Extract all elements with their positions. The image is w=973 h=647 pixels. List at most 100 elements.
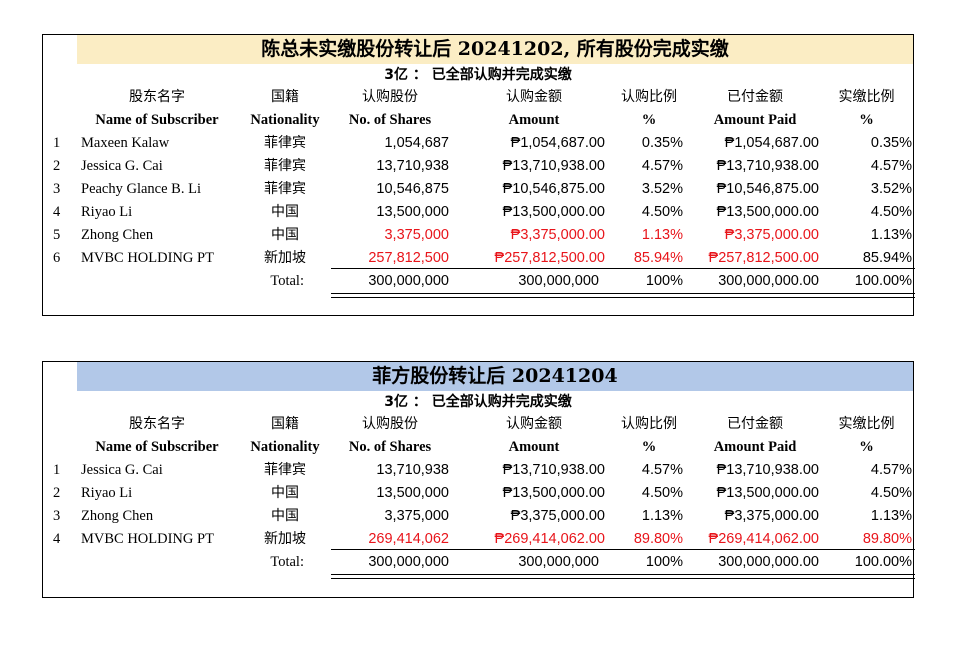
row-index: 2: [53, 158, 61, 174]
percent: 4.50%: [641, 485, 683, 501]
shareholding-table-1: 陈总未实缴股份转让后 20241202, 所有股份完成实缴 3亿 ： 已全部认购…: [42, 34, 915, 316]
table-title: 菲方股份转让后 20241204: [77, 362, 913, 391]
header-en-percent: %: [641, 112, 657, 128]
header-row-en: Name of Subscriber Nationality No. of Sh…: [43, 109, 913, 132]
header-row-cn: 股东名字 国籍 认购股份 认购金额 认购比例 已付金额 实缴比例: [43, 413, 913, 436]
header-en-amount: Amount: [508, 112, 560, 128]
shares: 13,500,000: [376, 204, 449, 220]
subscriber-name: Zhong Chen: [81, 508, 154, 524]
shares: 269,414,062: [368, 531, 449, 547]
row-index: 1: [53, 135, 61, 151]
header-en-nationality: Nationality: [250, 439, 320, 455]
total-double-underline: [331, 574, 915, 579]
header-en-percent: %: [641, 439, 657, 455]
total-amount: 300,000,000: [518, 554, 599, 570]
header-en-paid-percent: %: [859, 112, 874, 128]
subscriber-name: Riyao Li: [81, 485, 133, 501]
table-row: 4 Riyao Li 中国 13,500,000 ₱13,500,000.00 …: [43, 201, 913, 224]
subscriber-name: MVBC HOLDING PT: [81, 531, 214, 547]
amount: ₱269,414,062.00: [494, 531, 605, 547]
header-cn-shares: 认购股份: [362, 89, 418, 105]
total-shares: 300,000,000: [368, 554, 449, 570]
header-cn-percent: 认购比例: [621, 89, 677, 105]
total-row: Total: 300,000,000 300,000,000 100% 300,…: [43, 270, 913, 293]
percent: 4.57%: [641, 158, 683, 174]
header-row-en: Name of Subscriber Nationality No. of Sh…: [43, 436, 913, 459]
shares: 3,375,000: [384, 508, 449, 524]
table-row: 2 Riyao Li 中国 13,500,000 ₱13,500,000.00 …: [43, 482, 913, 505]
header-cn-paid-percent: 实缴比例: [838, 416, 895, 432]
nationality: 菲律宾: [264, 135, 306, 151]
amount-paid: ₱13,500,000.00: [716, 204, 819, 220]
paid-percent: 1.13%: [870, 227, 912, 243]
row-index: 6: [53, 250, 61, 266]
row-index: 4: [53, 204, 61, 220]
shares: 13,500,000: [376, 485, 449, 501]
row-index: 3: [53, 181, 61, 197]
table-row: 1 Maxeen Kalaw 菲律宾 1,054,687 ₱1,054,687.…: [43, 132, 913, 155]
amount: ₱3,375,000.00: [510, 227, 605, 243]
header-row-cn: 股东名字 国籍 认购股份 认购金额 认购比例 已付金额 实缴比例: [43, 86, 913, 109]
shares: 13,710,938: [376, 158, 449, 174]
total-paid-percent: 100.00%: [854, 554, 912, 570]
table-subtitle: 3亿 ： 已全部认购并完成实缴: [384, 394, 572, 410]
nationality: 菲律宾: [264, 181, 306, 197]
percent: 1.13%: [641, 227, 683, 243]
subscriber-name: Peachy Glance B. Li: [81, 181, 201, 197]
header-cn-paid-percent: 实缴比例: [838, 89, 895, 105]
shares: 13,710,938: [376, 462, 449, 478]
percent: 3.52%: [641, 181, 683, 197]
header-en-shares: No. of Shares: [348, 112, 432, 128]
percent: 4.57%: [641, 462, 683, 478]
row-index: 2: [53, 485, 61, 501]
table-row: 5 Zhong Chen 中国 3,375,000 ₱3,375,000.00 …: [43, 224, 913, 247]
header-en-paid: Amount Paid: [713, 112, 797, 128]
shareholding-table-2: 菲方股份转让后 20241204 3亿 ： 已全部认购并完成实缴 股东名字 国籍…: [42, 361, 915, 598]
row-index: 4: [53, 531, 61, 547]
subscriber-name: Riyao Li: [81, 204, 133, 220]
subscriber-name: Jessica G. Cai: [81, 158, 163, 174]
subtotal-rule: [331, 268, 915, 269]
row-index: 1: [53, 462, 61, 478]
header-cn-paid: 已付金额: [727, 89, 783, 105]
paid-percent: 85.94%: [862, 250, 912, 266]
subscriber-name: MVBC HOLDING PT: [81, 250, 214, 266]
shares: 257,812,500: [368, 250, 449, 266]
paid-percent: 3.52%: [870, 181, 912, 197]
subscriber-name: Maxeen Kalaw: [81, 135, 170, 151]
paid-percent: 4.57%: [870, 158, 912, 174]
amount: ₱13,710,938.00: [502, 462, 605, 478]
shares: 3,375,000: [384, 227, 449, 243]
header-en-amount: Amount: [508, 439, 560, 455]
total-amount: 300,000,000: [518, 273, 599, 289]
header-cn-name: 股东名字: [129, 416, 185, 432]
subtotal-rule: [331, 549, 915, 550]
table-row: 3 Peachy Glance B. Li 菲律宾 10,546,875 ₱10…: [43, 178, 913, 201]
amount-paid: ₱3,375,000.00: [724, 227, 819, 243]
header-en-name: Name of Subscriber: [95, 439, 219, 455]
table-subtitle: 3亿 ： 已全部认购并完成实缴: [384, 67, 572, 83]
nationality: 中国: [271, 227, 299, 243]
percent: 85.94%: [633, 250, 683, 266]
header-en-paid-percent: %: [859, 439, 874, 455]
header-cn-nationality: 国籍: [271, 416, 299, 432]
total-row: Total: 300,000,000 300,000,000 100% 300,…: [43, 551, 913, 574]
amount: ₱13,710,938.00: [502, 158, 605, 174]
amount-paid: ₱3,375,000.00: [724, 508, 819, 524]
nationality: 中国: [271, 508, 299, 524]
table-row: 1 Jessica G. Cai 菲律宾 13,710,938 ₱13,710,…: [43, 459, 913, 482]
paid-percent: 4.50%: [870, 485, 912, 501]
paid-percent: 4.50%: [870, 204, 912, 220]
header-cn-name: 股东名字: [129, 89, 185, 105]
amount: ₱13,500,000.00: [502, 485, 605, 501]
header-en-nationality: Nationality: [250, 112, 320, 128]
amount-paid: ₱1,054,687.00: [724, 135, 819, 151]
total-percent: 100%: [645, 273, 683, 289]
subscriber-name: Jessica G. Cai: [81, 462, 163, 478]
amount-paid: ₱13,710,938.00: [716, 462, 819, 478]
header-cn-amount: 认购金额: [506, 89, 562, 105]
amount-paid: ₱13,500,000.00: [716, 485, 819, 501]
percent: 4.50%: [641, 204, 683, 220]
amount: ₱13,500,000.00: [502, 204, 605, 220]
nationality: 新加坡: [264, 531, 306, 547]
